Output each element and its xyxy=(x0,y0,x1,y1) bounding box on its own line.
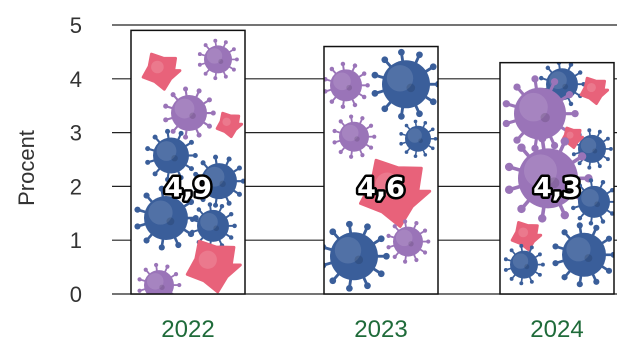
y-tick-label: 0 xyxy=(70,282,82,307)
virus-icon xyxy=(371,48,438,120)
virus-icon xyxy=(399,119,438,158)
x-tick-label: 2023 xyxy=(354,316,407,340)
y-tick-label: 1 xyxy=(70,228,82,253)
y-tick-label: 5 xyxy=(70,13,82,38)
virus-icon xyxy=(386,219,431,264)
bar-2023: 4,6 xyxy=(323,45,439,295)
y-tick-label: 2 xyxy=(70,174,82,199)
bar-2022: 4,9 xyxy=(130,29,246,295)
y-tick-label: 3 xyxy=(70,121,82,146)
virus-icon xyxy=(145,128,198,183)
virus-icon xyxy=(197,38,239,81)
y-axis-ticks: 0 1 2 3 4 5 xyxy=(70,13,82,307)
bar-outline xyxy=(499,61,615,295)
data-label: 4,6 xyxy=(357,172,405,203)
virus-icon xyxy=(137,262,182,294)
virus-icon xyxy=(185,239,242,294)
virus-icon xyxy=(324,61,370,109)
x-tick-label: 2024 xyxy=(530,316,583,340)
virus-icon xyxy=(163,86,216,140)
virus-icon xyxy=(332,114,377,159)
data-label: 4,9 xyxy=(164,172,212,203)
virus-icon xyxy=(193,154,245,208)
virus-icon xyxy=(502,75,579,153)
x-axis-ticks: 2022 2023 2024 xyxy=(161,316,583,340)
y-tick-label: 4 xyxy=(70,67,82,92)
virus-icon xyxy=(503,243,545,286)
virus-icon xyxy=(579,76,610,105)
bar-2024: 4,3 xyxy=(499,61,615,295)
virus-icon xyxy=(571,178,614,226)
bar-outline xyxy=(130,29,246,295)
bars: 4,9 4,6 4,3 xyxy=(130,29,615,295)
virus-icon xyxy=(504,134,593,223)
virus-icon xyxy=(215,111,244,139)
virus-icon xyxy=(141,52,182,91)
bar-outline xyxy=(323,45,439,295)
x-tick-label: 2022 xyxy=(161,316,214,340)
data-label: 4,3 xyxy=(533,172,581,203)
y-axis-label: Procent xyxy=(14,130,39,206)
virus-icon xyxy=(134,185,199,251)
virus-icon xyxy=(552,222,614,288)
